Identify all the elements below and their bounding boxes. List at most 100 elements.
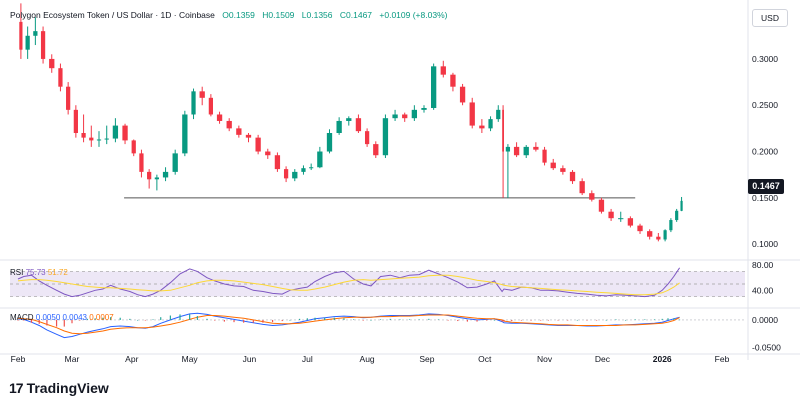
candle-body <box>669 220 673 231</box>
macd-histogram-bar <box>418 319 420 320</box>
candle-body <box>346 118 352 121</box>
macd-histogram-bar <box>501 319 503 322</box>
time-tick-label: Apr <box>125 354 138 364</box>
candle-body <box>326 133 333 152</box>
macd-histogram-bar <box>17 319 19 321</box>
candle-body <box>373 144 379 156</box>
macd-histogram-bar <box>353 319 355 320</box>
candle-body <box>336 120 342 133</box>
candle-body <box>502 109 504 152</box>
macd-histogram-bar <box>119 317 121 320</box>
time-tick-label: Jul <box>302 354 313 364</box>
macd-histogram-bar <box>271 319 274 323</box>
macd-histogram-bar <box>408 319 411 320</box>
macd-histogram-bar <box>196 316 198 320</box>
rsi-lines <box>17 267 681 298</box>
candle-body <box>382 118 389 156</box>
macd-histogram-bar <box>94 318 96 320</box>
candle-body <box>598 199 605 212</box>
macd-histogram-bar <box>79 319 81 321</box>
macd-histogram-bar <box>437 319 440 320</box>
macd-tick-label: -0.0500 <box>752 343 781 353</box>
macd-histogram-bar <box>314 317 316 320</box>
macd-histogram-bar <box>486 319 488 321</box>
macd-tick-label: 0.0000 <box>752 315 778 325</box>
macd-histogram-bar <box>23 319 25 321</box>
macd-histogram-bar <box>136 319 139 321</box>
candle-body <box>265 151 271 156</box>
macd-histogram-bar <box>86 318 89 320</box>
macd-histogram-bar <box>233 319 235 323</box>
macd-histogram-bar <box>102 317 104 320</box>
time-tick-label: 2026 <box>653 354 672 364</box>
macd-histogram-bar <box>547 319 550 321</box>
tradingview-logo-text: TradingView <box>26 380 109 396</box>
candle-body <box>154 177 159 180</box>
candle-body <box>236 128 242 135</box>
price-axis[interactable]: 0.3000 0.2500 0.2000 0.1500 0.1000 80.00 40.00… <box>752 54 781 353</box>
rsi-tick-label: 40.00 <box>752 285 774 295</box>
macd-histogram-bar <box>299 318 301 320</box>
candle-body <box>122 125 128 141</box>
macd-histogram-bar <box>71 319 73 324</box>
macd-histogram <box>17 314 681 327</box>
candle-body <box>450 74 456 87</box>
time-axis[interactable]: Feb Mar Apr May Jun Jul Aug Sep Oct Nov Dec 2026 Feb <box>11 354 730 364</box>
candle-body <box>355 118 362 132</box>
candle-body <box>469 102 475 126</box>
candle-body <box>479 125 485 129</box>
time-tick-label: Feb <box>11 354 26 364</box>
macd-histogram-bar <box>214 319 216 321</box>
macd-histogram-bar <box>380 319 382 320</box>
macd-histogram-bar <box>653 319 656 320</box>
candle-body <box>131 140 136 154</box>
time-tick-label: Dec <box>595 354 611 364</box>
candle-body <box>411 109 418 119</box>
candle-body <box>301 168 306 172</box>
macd-histogram-bar <box>615 319 617 320</box>
macd-histogram-bar <box>428 318 430 320</box>
candle-body <box>569 171 576 182</box>
candle-body <box>627 218 634 226</box>
macd-histogram-bar <box>530 319 532 321</box>
macd-title: MACD <box>10 313 34 322</box>
rsi-value: 75.73 <box>25 268 46 277</box>
candle-body <box>680 200 683 211</box>
candle-body <box>488 119 493 129</box>
candle-body <box>147 171 152 180</box>
macd-histogram-bar <box>447 319 449 321</box>
macd-histogram-bar <box>223 319 225 322</box>
symbol-label: Polygon Ecosystem Token / US Dollar · 1D… <box>10 10 215 20</box>
macd-histogram-bar <box>661 318 663 320</box>
candle-body <box>112 125 119 139</box>
macd-histogram-bar <box>520 319 523 321</box>
macd-legend: MACD 0.0050 0.0043 0.0007 <box>10 313 114 322</box>
candle-body <box>172 153 178 172</box>
tradingview-logo[interactable]: 17 TradingView <box>9 380 109 396</box>
macd-histogram-bar <box>567 319 569 321</box>
candle-body <box>402 114 408 119</box>
macd-histogram-bar <box>129 318 131 320</box>
candle-body <box>392 114 398 119</box>
candle-body <box>33 31 38 36</box>
candle-body <box>550 162 556 169</box>
candle-body <box>40 31 46 59</box>
macd-histogram-bar <box>152 319 154 320</box>
candle-body <box>255 137 261 152</box>
currency-button[interactable]: USD <box>752 9 788 27</box>
time-tick-label: Aug <box>360 354 375 364</box>
candle-body <box>226 120 232 129</box>
rsi-legend: RSI 75.73 51.72 <box>10 268 68 277</box>
macd-histogram-bar <box>678 319 681 321</box>
time-tick-label: May <box>182 354 199 364</box>
candle-body <box>66 86 71 110</box>
macd-histogram-bar <box>605 319 607 321</box>
time-tick-label: Jun <box>243 354 257 364</box>
candle-body <box>104 138 109 140</box>
macd-histogram-bar <box>399 319 401 320</box>
macd-histogram-bar <box>144 319 146 321</box>
macd-histogram-bar <box>179 314 181 320</box>
macd-histogram-bar <box>30 319 33 323</box>
macd-histogram-bar <box>160 317 162 320</box>
